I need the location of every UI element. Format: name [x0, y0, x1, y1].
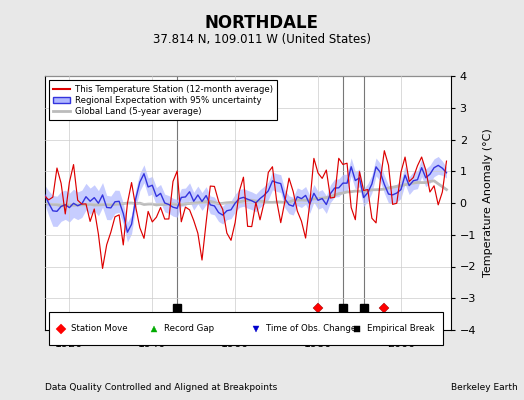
Text: NORTHDALE: NORTHDALE — [205, 14, 319, 32]
Text: Empirical Break: Empirical Break — [367, 324, 435, 333]
Text: Record Gap: Record Gap — [165, 324, 214, 333]
Legend: This Temperature Station (12-month average), Regional Expectation with 95% uncer: This Temperature Station (12-month avera… — [49, 80, 277, 120]
Y-axis label: Temperature Anomaly (°C): Temperature Anomaly (°C) — [483, 129, 493, 277]
Text: Berkeley Earth: Berkeley Earth — [451, 383, 517, 392]
FancyBboxPatch shape — [49, 312, 442, 345]
Text: Station Move: Station Move — [71, 324, 127, 333]
Text: 37.814 N, 109.011 W (United States): 37.814 N, 109.011 W (United States) — [153, 33, 371, 46]
Text: Data Quality Controlled and Aligned at Breakpoints: Data Quality Controlled and Aligned at B… — [45, 383, 277, 392]
Text: Time of Obs. Change: Time of Obs. Change — [266, 324, 356, 333]
